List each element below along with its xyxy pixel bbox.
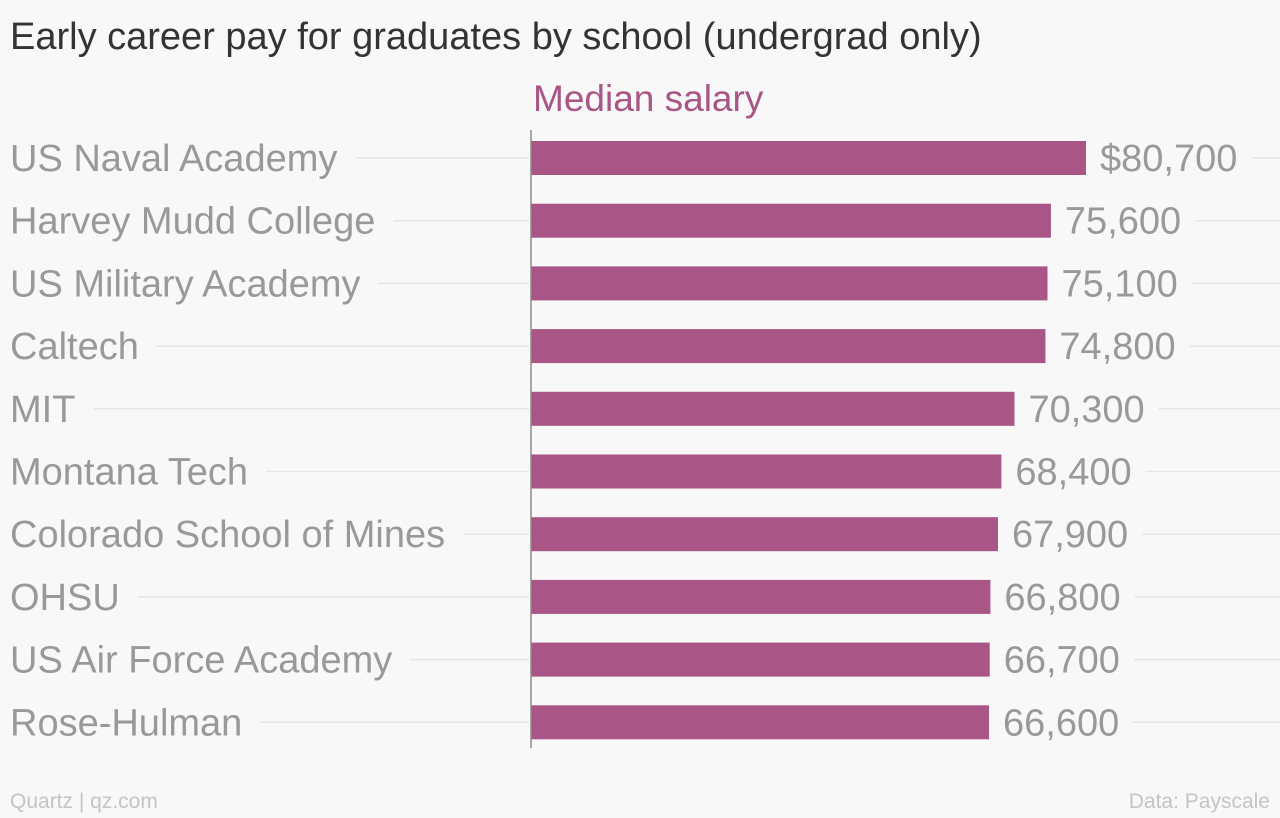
value-label: 74,800 xyxy=(1059,326,1175,368)
bar xyxy=(531,141,1086,175)
bar xyxy=(531,454,1002,489)
category-label: US Air Force Academy xyxy=(10,640,392,682)
category-label: US Military Academy xyxy=(10,263,361,305)
gridlines xyxy=(93,157,1280,724)
credit-text: Quartz | qz.com xyxy=(10,790,158,813)
category-label: MIT xyxy=(10,389,75,431)
chart-title: Early career pay for graduates by school… xyxy=(10,16,982,58)
bar xyxy=(531,642,990,677)
bars xyxy=(531,141,1086,740)
bar xyxy=(531,705,990,740)
value-label: 66,700 xyxy=(1004,640,1120,682)
category-label: Harvey Mudd College xyxy=(10,201,375,243)
category-label: Caltech xyxy=(10,326,139,368)
value-label: 67,900 xyxy=(1012,514,1128,556)
bar xyxy=(531,391,1015,426)
category-label: Colorado School of Mines xyxy=(10,514,445,556)
value-label: 75,100 xyxy=(1061,263,1177,305)
series-label: Median salary xyxy=(533,78,764,119)
value-label: 75,600 xyxy=(1065,201,1181,243)
bar xyxy=(531,517,998,552)
category-label: OHSU xyxy=(10,577,120,619)
category-label: Montana Tech xyxy=(10,452,248,494)
bar xyxy=(531,266,1048,301)
value-label: $80,700 xyxy=(1100,138,1237,180)
bar xyxy=(531,579,991,614)
value-label: 66,600 xyxy=(1003,702,1119,744)
value-label: 68,400 xyxy=(1015,452,1131,494)
value-label: 70,300 xyxy=(1028,389,1144,431)
source-text: Data: Payscale xyxy=(1128,790,1270,813)
category-label: Rose-Hulman xyxy=(10,702,242,744)
category-label: US Naval Academy xyxy=(10,138,337,180)
value-label: 66,800 xyxy=(1004,577,1120,619)
bar xyxy=(531,203,1051,238)
bar xyxy=(531,329,1046,364)
